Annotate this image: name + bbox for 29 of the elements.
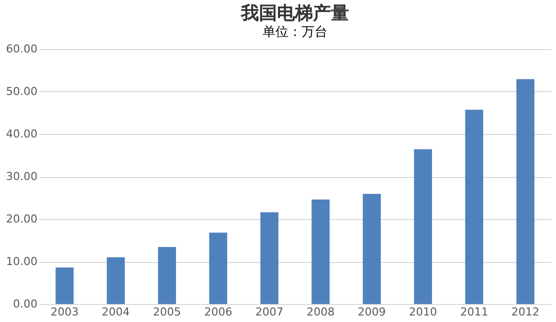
bar xyxy=(209,232,228,304)
y-tick-label: 50.00 xyxy=(6,85,38,98)
y-tick-label: 60.00 xyxy=(6,42,38,56)
bar xyxy=(312,199,330,304)
y-tick-label: 10.00 xyxy=(6,255,38,268)
bar xyxy=(362,194,381,304)
bar xyxy=(56,267,74,304)
x-tick-label: 2008 xyxy=(306,306,335,318)
y-tick-label: 40.00 xyxy=(6,128,38,140)
bar xyxy=(158,247,176,304)
x-tick-label: 2007 xyxy=(255,306,284,318)
x-tick-label: 2012 xyxy=(511,306,540,318)
chart-subtitle: 单位：万台 xyxy=(262,25,328,40)
x-tick-label: 2005 xyxy=(153,306,181,318)
x-tick-label: 2006 xyxy=(204,306,232,318)
x-tick-label: 2004 xyxy=(102,306,130,318)
bar xyxy=(414,149,432,304)
bar xyxy=(465,110,484,304)
y-tick-label: 30.00 xyxy=(6,170,38,183)
y-tick-label: 20.00 xyxy=(6,212,38,226)
x-tick-label: 2009 xyxy=(358,306,386,318)
bar xyxy=(106,257,125,304)
bar xyxy=(260,212,278,304)
chart-title: 我国电梯产量 xyxy=(240,3,349,24)
y-tick-label: 0.00 xyxy=(13,298,38,310)
bar xyxy=(516,79,534,304)
x-tick-label: 2010 xyxy=(409,306,437,318)
x-tick-label: 2003 xyxy=(50,306,79,318)
x-tick-label: 2011 xyxy=(460,306,488,318)
